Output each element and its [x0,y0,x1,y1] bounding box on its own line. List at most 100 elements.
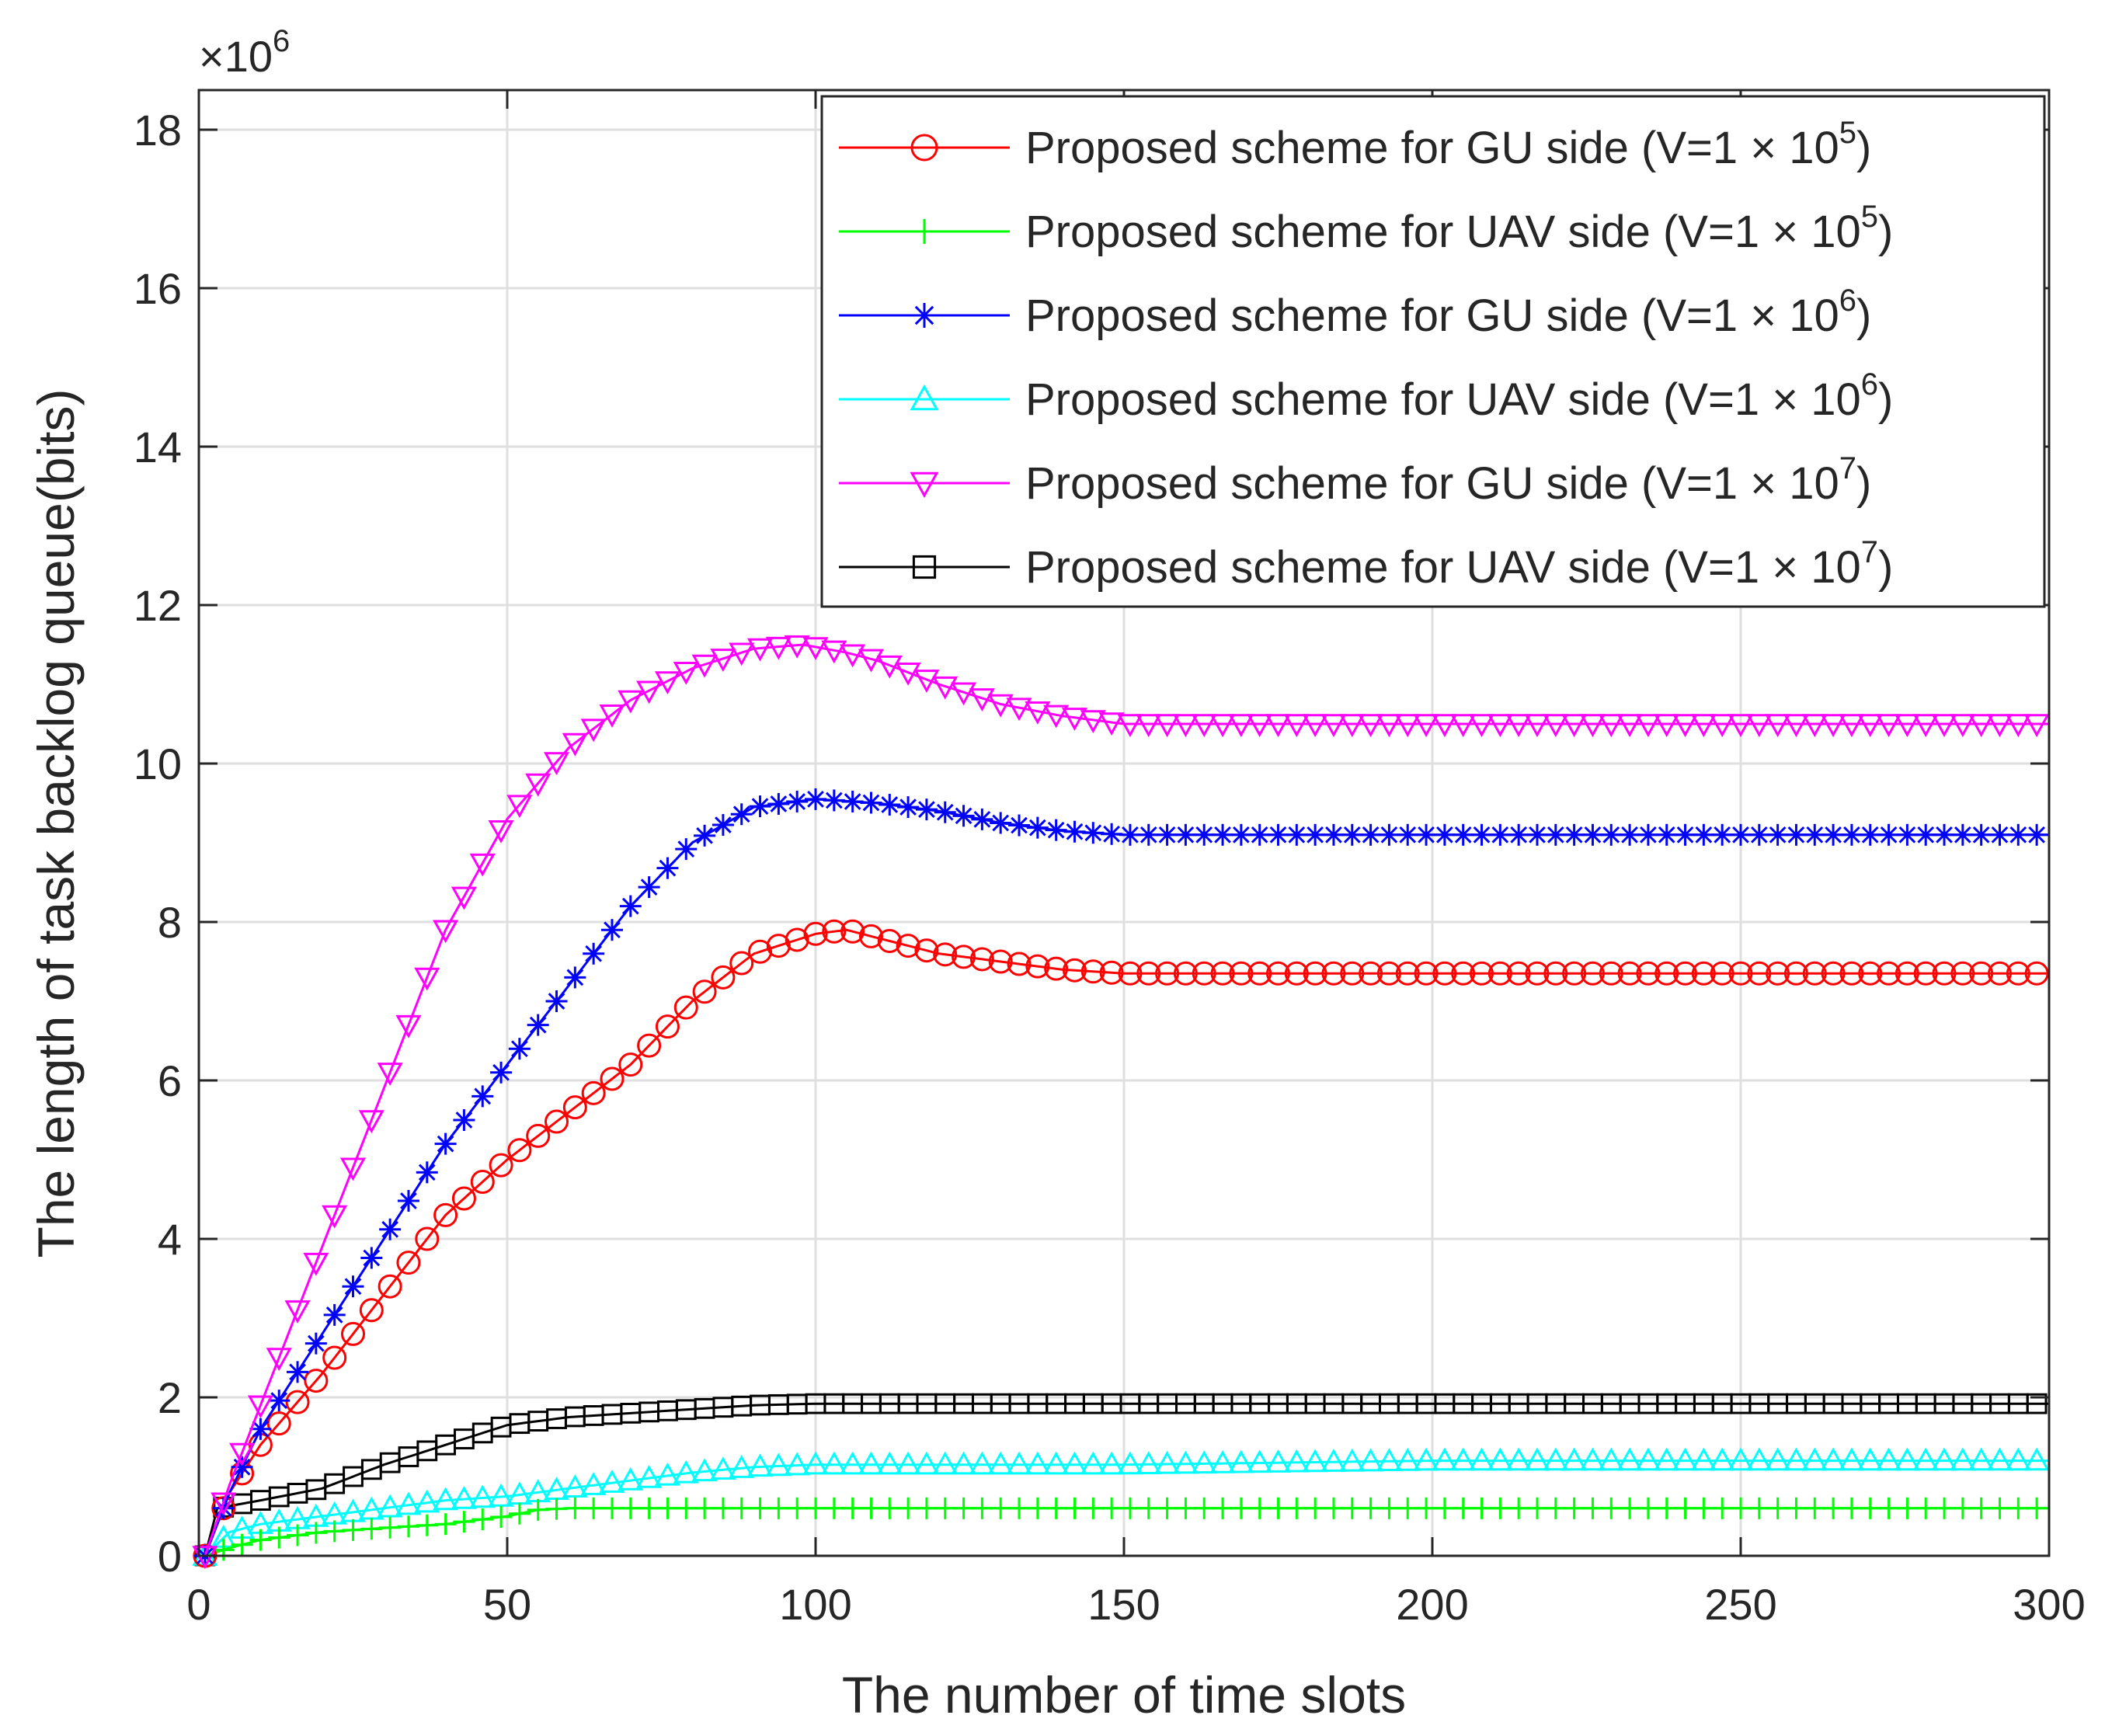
marker-triangle-down [1654,714,1680,738]
marker-triangle-up [1228,1449,1254,1473]
marker-circle [285,1390,310,1414]
marker-asterisk-d2 [1547,826,1564,844]
marker-circle [2024,961,2049,986]
data-point-circle [1470,961,1494,986]
data-point-circle [396,1251,421,1275]
data-point-triangle-up [840,1451,866,1475]
marker-triangle-up [910,384,939,411]
data-point-circle [1080,959,1105,984]
data-point-triangle-down [1061,708,1088,731]
data-point-asterisk [952,805,975,827]
data-point-circle [1617,961,1642,986]
data-point-circle [1839,961,1864,986]
data-point-triangle-up [1358,1448,1384,1472]
data-point-triangle-down [1320,714,1347,738]
data-point-circle [933,942,958,967]
data-point-circle [341,1321,365,1346]
data-point-asterisk [490,1061,513,1084]
marker-triangle-up [1894,1447,1920,1471]
data-point-plus [1008,1497,1031,1519]
data-point-circle [451,1186,476,1211]
marker-asterisk-d2 [1214,826,1231,844]
marker-triangle-up [2023,1447,2050,1471]
marker-asterisk-d2 [844,793,861,810]
marker-asterisk-d2 [1565,826,1583,844]
marker-asterisk-d2 [455,1112,473,1129]
marker-circle [637,1033,662,1058]
marker-circle [1580,961,1605,986]
data-point-triangle-down [1209,714,1236,738]
marker-asterisk-d2 [1011,816,1028,834]
marker-triangle-down [618,690,644,714]
data-point-triangle-up [987,1451,1014,1475]
marker-triangle-down [1709,714,1735,738]
data-point-triangle-down [1986,714,2013,738]
legend-label-text: Proposed scheme for GU side (V=1 × 10 [1025,290,1839,341]
marker-circle [1654,961,1679,986]
marker-circle [673,995,698,1020]
data-point-circle [711,965,736,990]
marker-asterisk-d2 [881,796,899,813]
data-point-asterisk [1008,814,1031,837]
marker-triangle-down [229,1442,256,1466]
data-point-asterisk [619,895,642,917]
data-point-asterisk [1563,823,1585,846]
data-point-triangle-up [1505,1447,1532,1471]
data-point-plus [379,1516,402,1539]
data-point-triangle-down [1080,710,1106,733]
marker-triangle-down [673,661,699,685]
series-line [204,1402,2049,1557]
marker-triangle-down [1228,714,1254,738]
data-point-plus [1877,1497,1900,1519]
marker-triangle-down [1283,714,1310,738]
marker-circle [1080,959,1105,984]
marker-triangle-up [618,1467,644,1491]
marker-triangle-up [1561,1447,1588,1471]
legend-label-power: 7 [1839,451,1856,485]
data-point-asterisk [841,790,864,812]
data-point-circle [1044,956,1069,981]
marker-triangle-up [1302,1449,1328,1473]
data-point-triangle-up [1783,1447,1810,1471]
data-point-asterisk [323,1303,346,1326]
marker-square [2026,1393,2048,1414]
marker-asterisk-d2 [1769,826,1787,844]
data-point-triangle-up [729,1455,755,1478]
data-point-triangle-down [802,637,829,661]
data-point-triangle-up [1247,1449,1273,1473]
marker-triangle-up [1247,1449,1273,1473]
marker-circle [1894,961,1919,986]
legend-label-close: ) [1856,458,1871,509]
data-point-triangle-up [1801,1447,1828,1471]
data-point-circle [1525,961,1550,986]
data-point-asterisk [1433,823,1456,846]
data-point-plus [912,219,937,244]
marker-triangle-down [1598,714,1624,738]
marker-triangle-up [1635,1447,1661,1471]
marker-triangle-down [433,920,459,944]
marker-triangle-down [1450,714,1477,738]
marker-asterisk-d2 [862,794,880,812]
data-point-circle [840,919,865,944]
data-point-triangle-up [1283,1449,1310,1473]
data-point-circle [600,1066,625,1091]
marker-asterisk-d2 [1028,819,1046,837]
data-point-triangle-down [1505,714,1532,738]
marker-triangle-up [1136,1451,1162,1474]
marker-circle [618,1052,643,1077]
marker-circle [1969,961,1994,986]
data-point-plus [1137,1497,1160,1519]
data-point-plus [1822,1497,1845,1519]
data-point-asterisk [2026,823,2048,846]
data-point-plus [1452,1497,1474,1519]
data-point-triangle-down [969,688,995,711]
data-point-triangle-up [414,1489,440,1513]
marker-asterisk-d2 [270,1392,288,1409]
data-point-triangle-up [618,1467,644,1491]
marker-triangle-down [1561,714,1588,738]
data-point-triangle-down [1043,704,1070,729]
data-point-circle [1691,961,1716,986]
legend-entry-5: Proposed scheme for GU side (V=1 × 107) [839,451,1871,509]
data-point-plus [1378,1497,1400,1519]
data-point-asterisk [1137,823,1160,846]
